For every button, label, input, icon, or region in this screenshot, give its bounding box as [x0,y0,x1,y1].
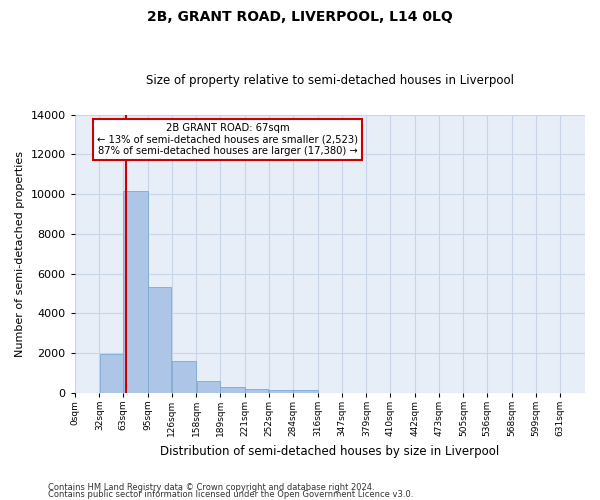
Bar [245,390,268,393]
Text: 2B GRANT ROAD: 67sqm
← 13% of semi-detached houses are smaller (2,523)
87% of se: 2B GRANT ROAD: 67sqm ← 13% of semi-detac… [97,123,358,156]
Bar [100,354,123,393]
Title: Size of property relative to semi-detached houses in Liverpool: Size of property relative to semi-detach… [146,74,514,87]
Bar [124,191,148,393]
Y-axis label: Number of semi-detached properties: Number of semi-detached properties [15,150,25,356]
Bar [172,361,196,393]
Bar [293,390,318,393]
Bar [269,390,293,393]
Bar [220,388,245,393]
Text: Contains public sector information licensed under the Open Government Licence v3: Contains public sector information licen… [48,490,413,499]
Text: 2B, GRANT ROAD, LIVERPOOL, L14 0LQ: 2B, GRANT ROAD, LIVERPOOL, L14 0LQ [147,10,453,24]
Bar [197,380,220,393]
X-axis label: Distribution of semi-detached houses by size in Liverpool: Distribution of semi-detached houses by … [160,444,499,458]
Bar [148,288,172,393]
Text: Contains HM Land Registry data © Crown copyright and database right 2024.: Contains HM Land Registry data © Crown c… [48,484,374,492]
